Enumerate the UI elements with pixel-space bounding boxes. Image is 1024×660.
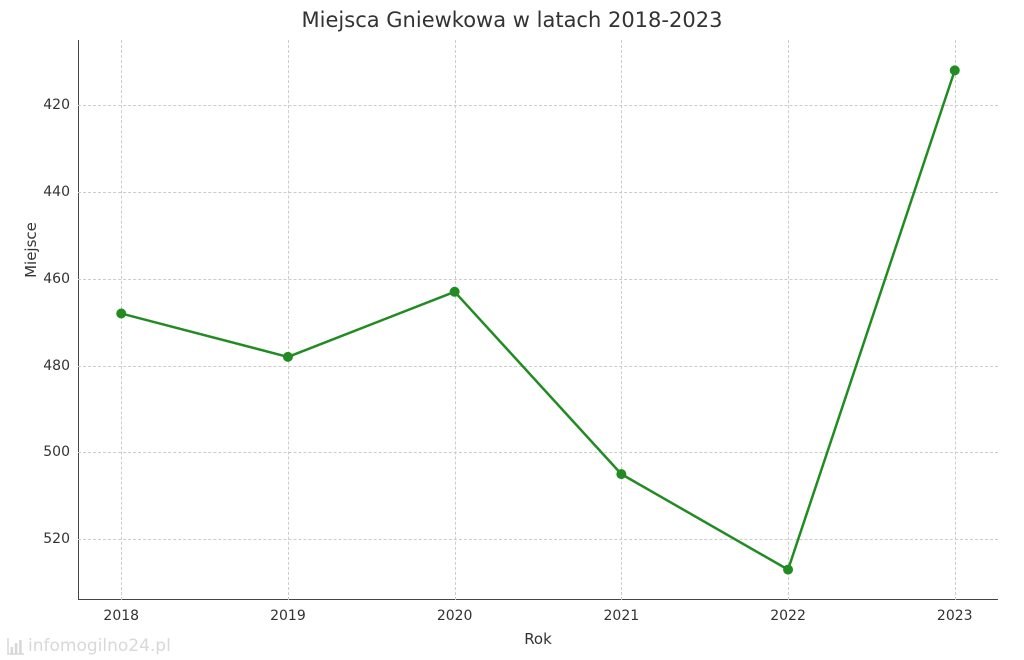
data-point	[283, 352, 293, 362]
y-axis-label: Miejsce	[22, 150, 40, 350]
y-tick-label: 500	[43, 444, 70, 460]
data-point	[450, 287, 460, 297]
watermark-text: infomogilno24.pl	[28, 636, 171, 656]
data-point	[783, 565, 793, 575]
chart-title: Miejsca Gniewkowa w latach 2018-2023	[0, 8, 1024, 32]
x-tick-label: 2020	[425, 608, 485, 624]
x-tick-label: 2022	[758, 608, 818, 624]
line-series	[78, 40, 998, 600]
x-tick-label: 2021	[591, 608, 651, 624]
series-line	[121, 70, 955, 569]
y-tick-label: 420	[43, 97, 70, 113]
data-point	[116, 308, 126, 318]
y-tick-label: 480	[43, 358, 70, 374]
watermark: infomogilno24.pl	[6, 636, 171, 656]
y-tick-label: 460	[43, 271, 70, 287]
data-point	[616, 469, 626, 479]
data-point	[950, 65, 960, 75]
x-axis-label: Rok	[78, 630, 998, 648]
bar-chart-icon	[6, 636, 26, 656]
y-tick-label: 440	[43, 184, 70, 200]
x-tick-label: 2023	[925, 608, 985, 624]
x-tick-label: 2019	[258, 608, 318, 624]
x-tick-label: 2018	[91, 608, 151, 624]
y-tick-label: 520	[43, 531, 70, 547]
plot-area	[78, 40, 998, 600]
